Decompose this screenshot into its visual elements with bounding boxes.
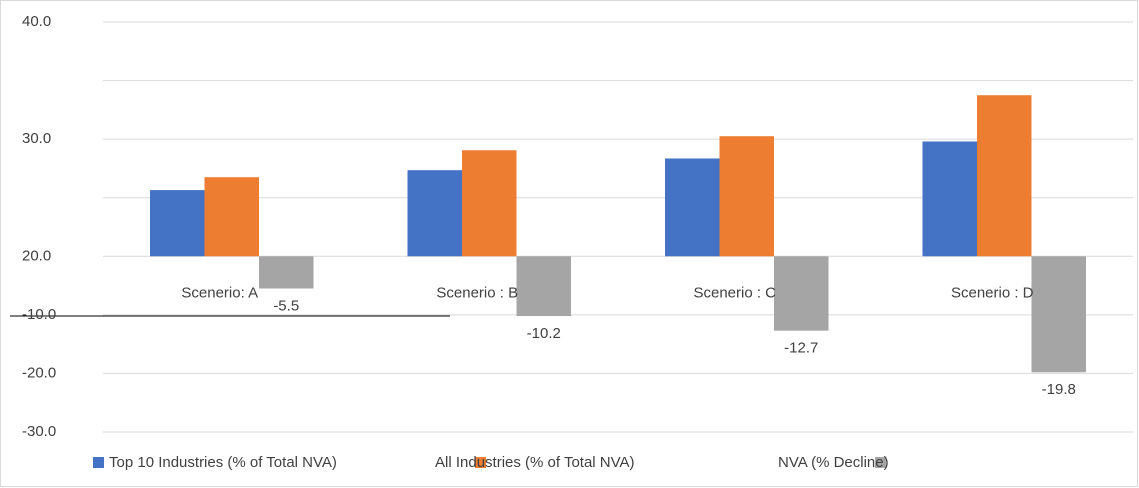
- x-tick-label: Scenerio : B: [436, 284, 518, 301]
- bar: [259, 256, 314, 289]
- bar: [774, 256, 829, 331]
- legend-label: Top 10 Industries (% of Total NVA): [109, 454, 337, 471]
- y-tick-label: 30.0: [22, 130, 51, 147]
- y-tick-label: 40.0: [22, 13, 51, 30]
- y-tick-label: -10.0: [22, 306, 56, 323]
- bar: [977, 95, 1032, 257]
- legend-label: NVA (% Decline): [778, 454, 889, 471]
- bar: [1031, 256, 1086, 373]
- bar: [516, 256, 571, 317]
- y-tick-label: -20.0: [22, 364, 56, 381]
- bar: [665, 158, 720, 257]
- y-tick-label: 20.0: [22, 247, 51, 264]
- bar: [204, 177, 259, 257]
- y-tick-label: -30.0: [22, 423, 56, 440]
- bar: [922, 141, 977, 257]
- data-label: -5.5: [273, 297, 299, 314]
- marks: [150, 95, 1086, 373]
- bar: [150, 190, 205, 257]
- x-tick-label: Scenerio : C: [693, 284, 776, 301]
- legend-swatch: [475, 457, 486, 468]
- bar: [719, 136, 774, 257]
- bar: [462, 150, 517, 257]
- data-label: -12.7: [784, 340, 818, 357]
- bar: [407, 170, 462, 257]
- x-tick-label: Scenerio: A: [181, 284, 258, 301]
- legend-swatch: [875, 457, 886, 468]
- data-label: -19.8: [1042, 381, 1076, 398]
- data-label: -10.2: [527, 325, 561, 342]
- legend-swatch: [93, 457, 104, 468]
- x-tick-label: Scenerio : D: [951, 284, 1034, 301]
- legend-label: All Industries (% of Total NVA): [435, 454, 635, 471]
